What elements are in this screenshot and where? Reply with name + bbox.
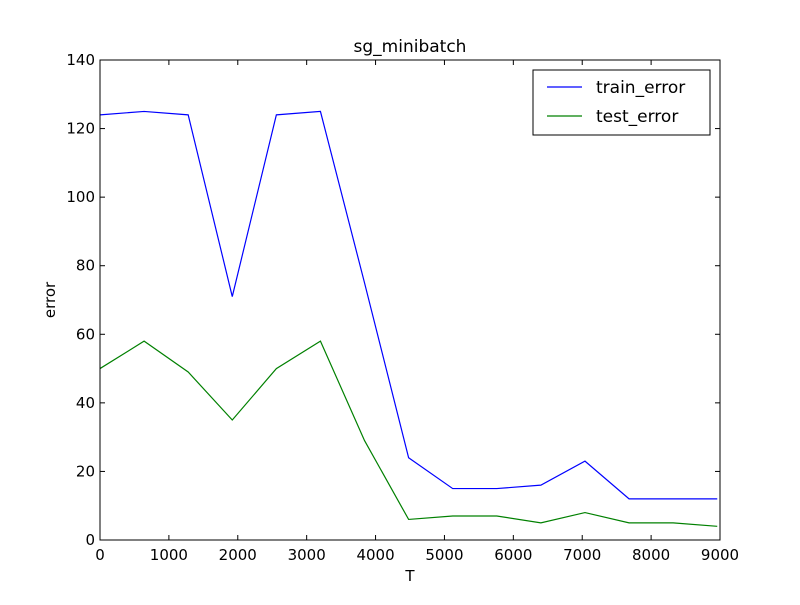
- x-tick-label: 8000: [632, 546, 670, 564]
- x-tick-label: 3000: [288, 546, 326, 564]
- legend-label-train-error: train_error: [596, 78, 685, 98]
- legend-label-test-error: test_error: [596, 107, 678, 127]
- y-axis-label: error: [41, 281, 59, 318]
- y-tick-label: 40: [76, 394, 95, 412]
- x-tick-label: 0: [95, 546, 105, 564]
- legend-box: [532, 69, 711, 136]
- plot-area: [100, 60, 720, 540]
- series-line-test-error: [99, 340, 718, 527]
- x-tick-label: 1000: [150, 546, 188, 564]
- x-tick-label: 6000: [494, 546, 532, 564]
- y-tick-label: 120: [66, 120, 95, 138]
- x-axis-label: T: [404, 567, 415, 585]
- x-tick-label: 2000: [219, 546, 257, 564]
- x-tick-label: 7000: [563, 546, 601, 564]
- x-tick-label: 4000: [356, 546, 394, 564]
- series-layer: [99, 110, 718, 527]
- x-tick-label: 9000: [701, 546, 739, 564]
- series-line-train-error: [99, 110, 718, 500]
- y-tick-label: 80: [76, 257, 95, 275]
- y-tick-label: 100: [66, 188, 95, 206]
- plot-frame: [99, 59, 721, 541]
- y-tick-label: 0: [85, 531, 95, 549]
- legend: train_error test_error: [532, 69, 711, 136]
- ticks-layer: 0 1000 2000 3000 4000 5000 6000 7000 8000 9000 0 20…: [66, 51, 739, 564]
- x-tick-label: 5000: [425, 546, 463, 564]
- y-tick-label: 140: [66, 51, 95, 69]
- y-tick-label: 20: [76, 462, 95, 480]
- y-tick-label: 60: [76, 325, 95, 343]
- chart-title: sg_minibatch: [354, 37, 467, 57]
